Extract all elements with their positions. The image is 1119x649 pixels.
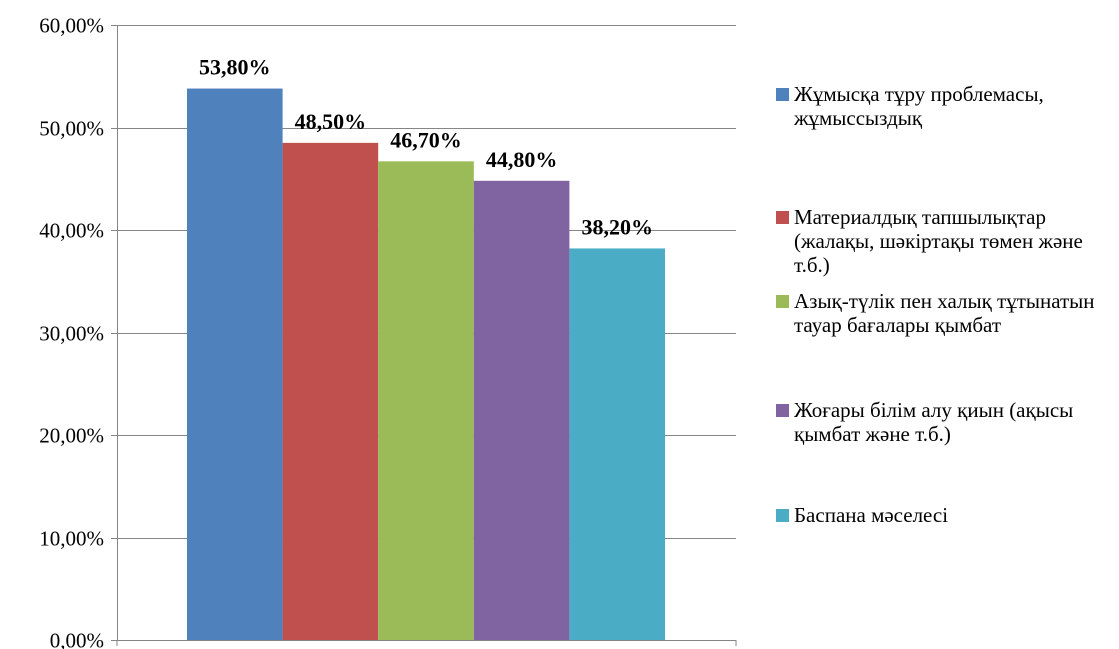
y-tick-label: 50,00%: [39, 117, 104, 141]
y-tick-label: 60,00%: [39, 14, 104, 38]
bar-1: [187, 88, 283, 641]
y-tick-label: 20,00%: [39, 424, 104, 448]
data-label-5: 38,20%: [581, 214, 653, 239]
bar-2: [282, 142, 379, 640]
y-axis-tick-labels: 0,00% 10,00% 20,00% 30,00% 40,00% 50,00% 60,00…: [39, 14, 104, 649]
y-tick-label: 40,00%: [39, 219, 104, 243]
legend-label: Материалдық тапшылықтар (жалақы, шәкірта…: [794, 205, 1083, 277]
bar-4: [473, 180, 570, 641]
legend-item-3: Азық-түлік пен халық тұтынатын тауар бағ…: [776, 289, 1114, 337]
data-label-2: 48,50%: [295, 109, 367, 134]
y-tick-label: 0,00%: [50, 629, 104, 649]
bar-3: [378, 161, 474, 640]
y-tick-label: 10,00%: [39, 527, 104, 551]
data-labels: 53,80% 48,50% 46,70% 44,80% 38,20%: [199, 55, 653, 240]
legend-item-1: Жұмысқа тұру проблемасы, жұмыссыздық: [776, 82, 1114, 130]
legend-label: Азық-түлік пен халық тұтынатын тауар бағ…: [794, 289, 1095, 337]
legend-swatch: [776, 404, 789, 417]
y-tick-label: 30,00%: [39, 322, 104, 346]
legend-item-4: Жоғары білім алу қиын (ақысы қымбат және…: [776, 398, 1114, 446]
legend-item-5: Баспана мәселесі: [776, 503, 1114, 527]
legend-item-2: Материалдық тапшылықтар (жалақы, шәкірта…: [776, 205, 1114, 277]
bar-5: [569, 248, 665, 640]
data-label-1: 53,80%: [199, 55, 271, 80]
bars: [187, 88, 665, 641]
legend-label: Жоғары білім алу қиын (ақысы қымбат және…: [794, 398, 1074, 446]
legend-swatch: [776, 509, 789, 522]
legend-label: Баспана мәселесі: [794, 503, 949, 527]
data-label-3: 46,70%: [390, 127, 462, 152]
legend-swatch: [776, 295, 789, 308]
data-label-4: 44,80%: [486, 147, 558, 172]
legend-label: Жұмысқа тұру проблемасы, жұмыссыздық: [794, 82, 1044, 130]
axes: [116, 25, 737, 646]
legend-swatch: [776, 211, 789, 224]
legend-swatch: [776, 88, 789, 101]
